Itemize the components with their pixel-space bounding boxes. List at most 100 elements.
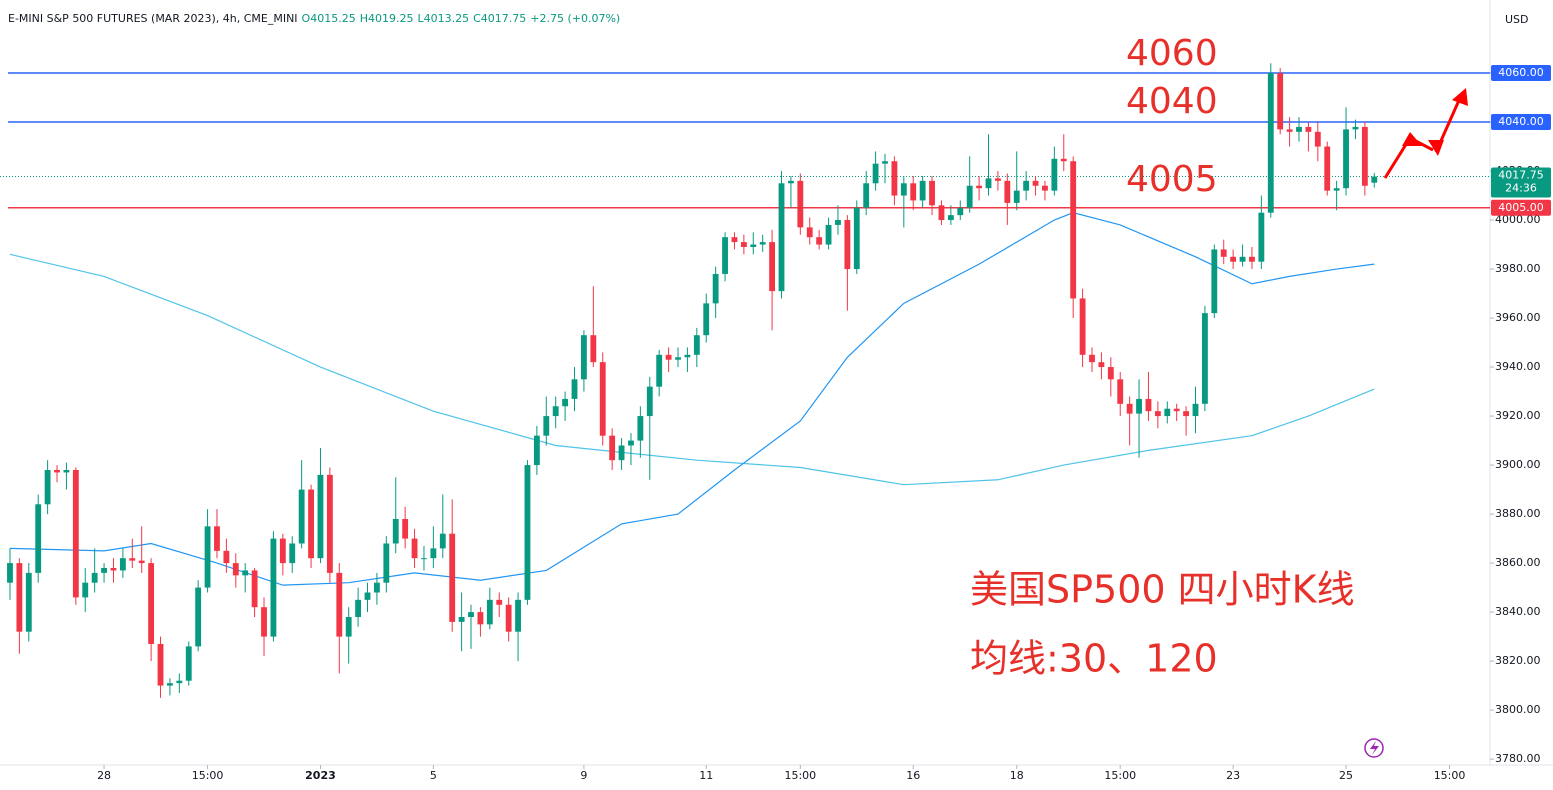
x-tick-label: 9 xyxy=(580,769,587,782)
caption: 美国SP500 四小时K线 xyxy=(970,568,1355,612)
y-tick-label: 3820.00 xyxy=(1495,654,1541,667)
candle-body xyxy=(693,335,700,355)
candle-body xyxy=(1286,129,1293,132)
candle-body xyxy=(787,180,794,184)
candle-body xyxy=(872,163,879,184)
candle-body xyxy=(1277,73,1284,130)
candle-body xyxy=(1192,403,1199,417)
candle-body xyxy=(1107,367,1114,380)
candle-body xyxy=(1154,411,1161,417)
candle-body xyxy=(656,354,663,387)
candle-body xyxy=(1220,249,1227,257)
y-tick-label: 3960.00 xyxy=(1495,311,1541,324)
candle-body xyxy=(44,469,51,505)
candle-body xyxy=(449,533,456,622)
candle-body xyxy=(1079,298,1086,355)
candle-body xyxy=(571,379,578,399)
candle-body xyxy=(882,161,888,164)
symbol: E-MINI S&P 500 FUTURES (MAR 2023), 4h, C… xyxy=(8,12,298,25)
candle-body xyxy=(562,398,569,407)
candle-body xyxy=(609,435,616,461)
candle-body xyxy=(91,572,98,583)
annotation: 4060 xyxy=(1126,33,1218,74)
candle-body xyxy=(54,469,60,473)
candle-body xyxy=(251,570,258,608)
candle-body xyxy=(355,599,362,617)
candle-body xyxy=(1042,185,1048,191)
candle-body xyxy=(1126,403,1133,414)
candle-body xyxy=(750,244,757,247)
candle-body xyxy=(214,526,220,551)
candle-body xyxy=(590,335,597,363)
y-tick-label: 3880.00 xyxy=(1495,507,1541,520)
candle-body xyxy=(63,469,70,473)
annotation: 4040 xyxy=(1126,81,1218,122)
y-tick-label: 3940.00 xyxy=(1495,360,1541,373)
candle-body xyxy=(1343,129,1349,189)
candle-body xyxy=(703,303,710,336)
candle-body xyxy=(185,646,192,681)
candle-body xyxy=(402,518,409,539)
candle-body xyxy=(439,533,446,549)
candle-body xyxy=(759,242,766,245)
candle-body xyxy=(816,237,823,245)
candle-body xyxy=(533,435,540,466)
y-tick-label: 3900.00 xyxy=(1495,458,1541,471)
y-tick-label: 3780.00 xyxy=(1495,752,1541,765)
candle-body xyxy=(1164,408,1171,417)
candle-body xyxy=(261,607,267,637)
candle-body xyxy=(129,558,136,561)
x-tick-label: 5 xyxy=(430,769,437,782)
candle-body xyxy=(581,335,587,380)
candle-body xyxy=(25,572,32,632)
candle-body xyxy=(740,242,747,247)
candle-body xyxy=(844,220,851,270)
candle-body xyxy=(1060,158,1067,162)
annotation: 4005 xyxy=(1126,159,1218,200)
candle-body xyxy=(119,558,126,571)
candle-body xyxy=(345,616,352,637)
candle-body xyxy=(524,465,531,600)
candle-body xyxy=(863,183,870,208)
candle-body xyxy=(167,683,173,686)
last-price-label: 4017.75 xyxy=(1498,169,1544,182)
candle-body xyxy=(364,592,371,600)
y-tick-label: 3800.00 xyxy=(1495,703,1541,716)
candle-body xyxy=(1305,126,1312,132)
candle-body xyxy=(1032,180,1039,186)
candle-body xyxy=(176,680,183,684)
x-tick-label: 11 xyxy=(699,769,713,782)
price-badge xyxy=(1491,65,1551,82)
candle-body xyxy=(731,237,738,243)
candle-body xyxy=(1258,212,1265,262)
candle-body xyxy=(1117,379,1124,404)
candle-body xyxy=(486,599,493,625)
x-tick-label: 15:00 xyxy=(784,769,816,782)
candle-body xyxy=(317,474,324,559)
candle-body xyxy=(1267,73,1274,213)
moving-average xyxy=(9,253,1375,486)
candle-body xyxy=(1314,131,1321,147)
candle-body xyxy=(825,224,832,245)
price-badge-label: 4040.00 xyxy=(1498,115,1544,128)
candle-body xyxy=(646,386,653,417)
candle-body xyxy=(543,416,550,436)
candle-body xyxy=(1051,158,1058,191)
candle-body xyxy=(1361,126,1368,186)
price-badge xyxy=(1491,199,1551,216)
candle-body xyxy=(1173,408,1180,412)
candle-body xyxy=(477,612,484,625)
candle-body xyxy=(421,558,427,560)
replay-icon[interactable] xyxy=(1364,738,1384,758)
x-tick-label: 18 xyxy=(1010,769,1024,782)
candle-body xyxy=(326,474,333,573)
candle-body xyxy=(1070,161,1077,299)
candle-body xyxy=(72,469,79,598)
candle-body xyxy=(947,215,954,221)
y-tick-label: 4000.00 xyxy=(1495,213,1541,226)
candle-body xyxy=(392,518,399,544)
y-tick-label: 3980.00 xyxy=(1495,262,1541,275)
